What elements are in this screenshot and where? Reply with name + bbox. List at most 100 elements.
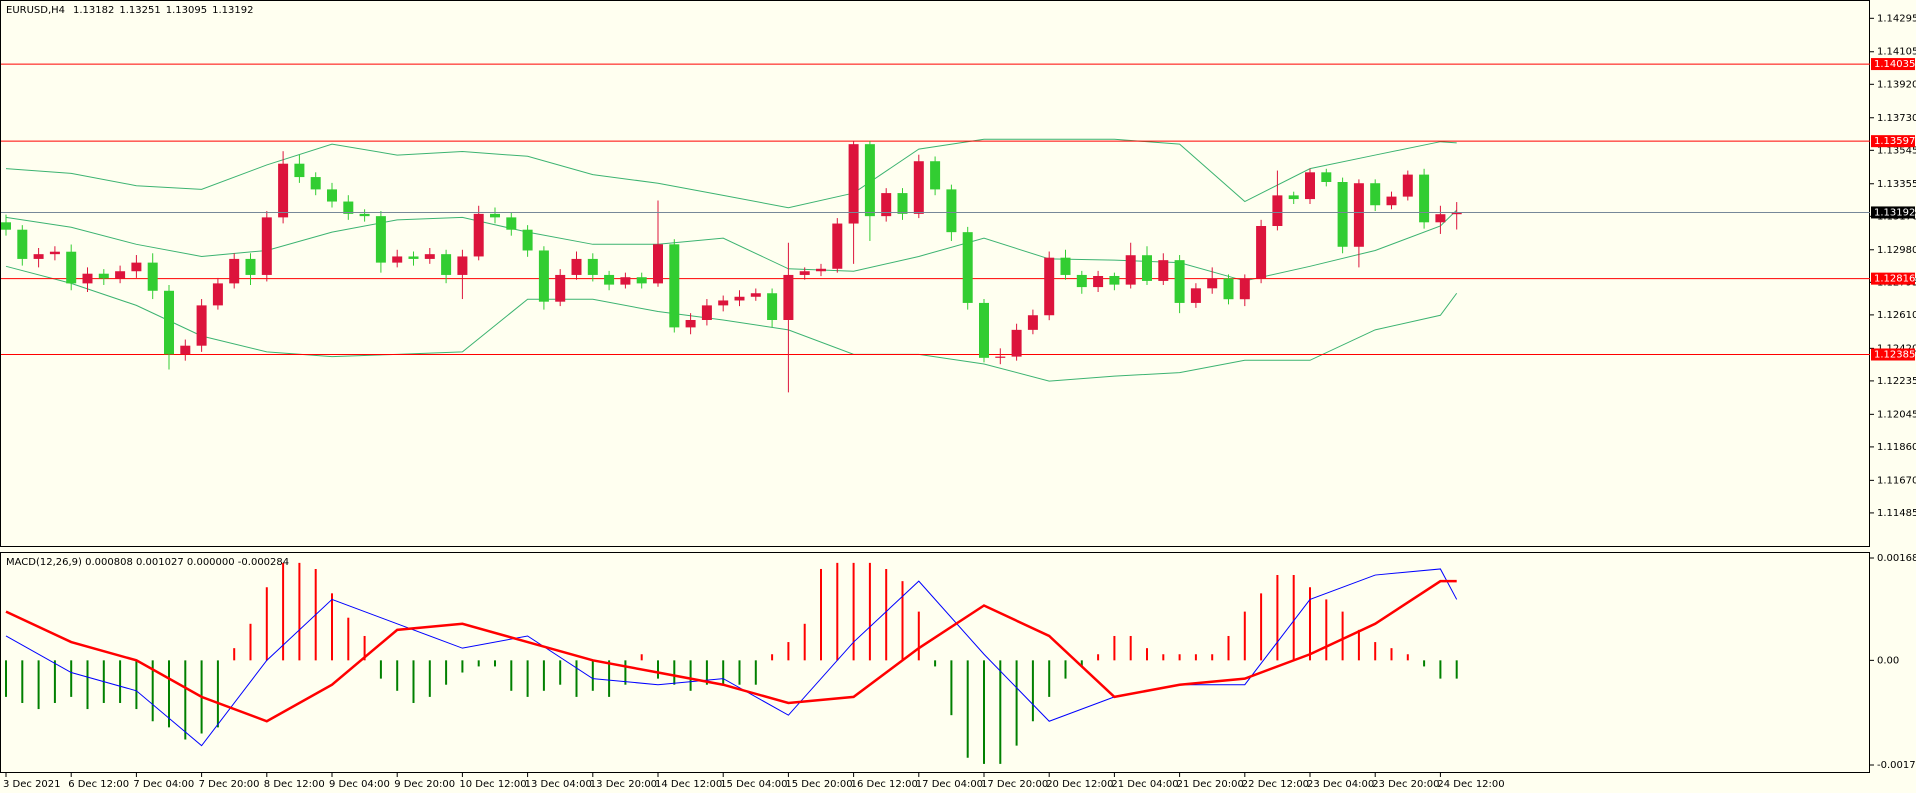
candle-body	[979, 302, 989, 358]
y-tick-label: 1.12235	[1877, 376, 1916, 387]
candle-body	[343, 201, 354, 214]
main-panel-frame	[0, 0, 1870, 547]
y-tick-label: 1.13730	[1877, 113, 1916, 124]
candle-body	[1174, 260, 1185, 303]
x-tick-label: 8 Dec 12:00	[264, 779, 325, 790]
candle-body	[490, 213, 500, 218]
x-tick-label: 14 Dec 12:00	[655, 779, 722, 790]
candle-body	[1435, 214, 1446, 223]
candle-body	[571, 258, 582, 275]
label-layer: 1.14035 1.13597 1.12816 1.12385 1.13192 EURUS…	[6, 5, 1915, 568]
y-tick-label: 1.12045	[1877, 409, 1916, 420]
y-tick-label: 1.11860	[1877, 442, 1916, 453]
candle-body	[653, 244, 663, 284]
x-tick-label: 23 Dec 20:00	[1372, 779, 1439, 790]
macd-line	[5, 579, 1457, 723]
bollinger-band	[5, 138, 1457, 209]
x-tick-label: 10 Dec 12:00	[459, 779, 526, 790]
candle-body	[1305, 172, 1315, 200]
candle-body	[750, 293, 761, 297]
y2-tick-label: 0.00168	[1877, 553, 1916, 564]
ohlc-value: 1.13095	[166, 5, 207, 16]
macd-line	[5, 568, 1458, 747]
candle-body	[1419, 174, 1430, 223]
y-tick-label: 1.11485	[1877, 508, 1916, 519]
macd-panel-frame	[0, 552, 1870, 773]
candle-body	[930, 161, 941, 190]
ohlc-value: 1.13182	[73, 5, 114, 16]
candle-body	[1370, 183, 1381, 206]
candle-body	[1239, 278, 1250, 300]
x-tick-label: 7 Dec 20:00	[199, 779, 260, 790]
candle-body	[1337, 182, 1348, 247]
candle-body	[33, 254, 44, 259]
candle-body	[66, 251, 77, 284]
candle-body	[441, 254, 452, 275]
y-tick-label: 1.11670	[1877, 475, 1916, 486]
price-label-box	[1871, 206, 1915, 219]
x-tick-label: 3 Dec 2021	[3, 779, 61, 790]
candle-body	[1321, 172, 1332, 182]
x-tick-label: 23 Dec 04:00	[1307, 779, 1374, 790]
level-label: 1.13597	[1874, 136, 1915, 147]
candle-body	[392, 256, 403, 263]
candle-body	[310, 177, 321, 190]
x-tick-label: 9 Dec 04:00	[329, 779, 390, 790]
candle-body	[98, 273, 109, 279]
x-tick-label: 7 Dec 04:00	[133, 779, 194, 790]
candle-body	[359, 213, 370, 217]
y-tick-label: 1.14105	[1877, 47, 1916, 58]
y-tick-label: 1.12610	[1877, 310, 1916, 321]
y-tick-label: 1.14295	[1877, 13, 1916, 24]
candle-body	[587, 258, 598, 275]
candle-body	[799, 271, 810, 275]
candle-body	[196, 305, 207, 346]
candle-body	[1044, 257, 1055, 316]
candle-body	[832, 223, 843, 269]
candle-body	[1256, 226, 1267, 279]
candle-body	[995, 356, 1006, 358]
candle-body	[1190, 288, 1201, 303]
level-label: 1.14035	[1874, 59, 1915, 70]
ohlc-value: 1.13251	[119, 5, 160, 16]
candle-body	[946, 189, 957, 233]
candle-body	[685, 319, 696, 328]
candle-body	[538, 250, 549, 302]
x-tick-label: 21 Dec 20:00	[1177, 779, 1244, 790]
candle-body	[1223, 278, 1234, 300]
x-tick-label: 21 Dec 04:00	[1111, 779, 1178, 790]
candle-body	[1093, 275, 1104, 288]
symbol-title: EURUSD,H4	[6, 5, 65, 16]
candle-body	[473, 213, 484, 257]
candle-body	[375, 216, 386, 263]
x-tick-label: 13 Dec 04:00	[525, 779, 592, 790]
candle-body	[180, 345, 191, 355]
y-tick-label: 1.13355	[1877, 179, 1916, 190]
candle-body	[636, 277, 647, 284]
x-tick-label: 9 Dec 20:00	[394, 779, 455, 790]
candle-body	[115, 271, 126, 279]
candle-body	[1386, 196, 1397, 206]
level-label-box	[1871, 348, 1915, 361]
candle-body	[864, 144, 875, 217]
candle-body	[212, 283, 223, 306]
candle-body	[1, 222, 11, 230]
candle-body	[1353, 183, 1364, 247]
x-tick-label: 24 Dec 12:00	[1437, 779, 1504, 790]
candle-body	[734, 296, 745, 301]
candle-body	[229, 258, 240, 284]
x-tick-label: 13 Dec 20:00	[590, 779, 657, 790]
candle-body	[261, 217, 272, 275]
ohlc-value: 1.13192	[212, 5, 253, 16]
candle-body	[147, 262, 158, 291]
y-tick-label: 1.13545	[1877, 145, 1916, 156]
y2-tick-label: 0.00	[1877, 655, 1899, 666]
candle-body	[278, 163, 289, 218]
x-tick-label: 16 Dec 12:00	[851, 779, 918, 790]
level-label-box	[1871, 135, 1915, 148]
x-tick-label: 22 Dec 12:00	[1242, 779, 1309, 790]
level-label-box	[1871, 58, 1915, 71]
